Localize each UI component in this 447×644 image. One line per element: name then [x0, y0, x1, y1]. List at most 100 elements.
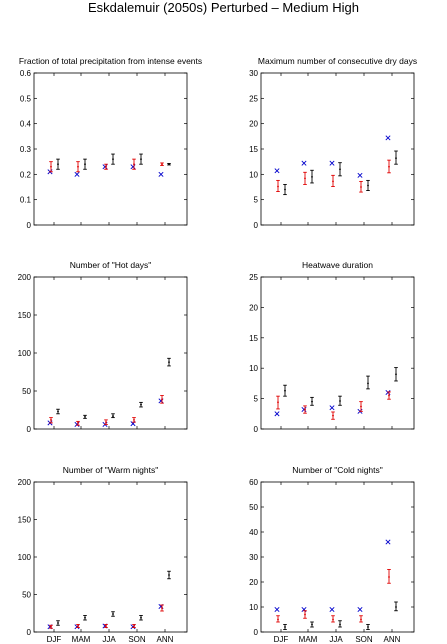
plot-frame [33, 72, 188, 226]
point-marker-x [158, 171, 164, 177]
black-error-bar [83, 615, 87, 621]
red-error-bar [359, 401, 363, 412]
chart-panel-3: Number of "Hot days" 0 50 100 150 200 [18, 260, 188, 434]
y-tick-label: 200 [18, 478, 32, 487]
black-error-bar [394, 367, 398, 382]
black-error-bar [139, 401, 143, 408]
point-marker-x [329, 160, 335, 166]
panel-title: Maximum number of consecutive dry days [258, 56, 417, 66]
black-error-bar [111, 413, 115, 419]
red-error-bar [303, 405, 307, 414]
red-error-bar [104, 163, 108, 170]
y-tick-label: 10 [249, 603, 258, 612]
panel-title: Fraction of total precipitation from int… [19, 56, 202, 66]
panel-title: Number of "Warm nights" [63, 465, 158, 475]
y-tick-label: 0 [27, 425, 32, 434]
point-marker-x [301, 160, 307, 166]
y-tick-label: 60 [249, 478, 258, 487]
y-tick-label: 50 [22, 591, 31, 600]
red-error-bar [387, 569, 391, 584]
y-tick-label: 0.6 [20, 69, 32, 78]
chart-panel-2: Maximum number of consecutive dry days 0 5… [249, 56, 417, 230]
black-error-bar [310, 169, 314, 184]
black-error-bar [283, 184, 287, 196]
black-error-bar [310, 621, 314, 628]
red-error-bar [331, 615, 335, 623]
red-error-bar [104, 624, 108, 628]
y-tick-label: 0 [254, 628, 259, 637]
figure-title: Eskdalemuir (2050s) Perturbed – Medium H… [88, 0, 359, 15]
black-error-bar [283, 624, 287, 630]
x-tick-label: MAM [299, 635, 318, 644]
y-tick-label: 100 [18, 553, 32, 562]
plot-frame [260, 276, 415, 430]
point-marker-x [385, 539, 391, 545]
x-tick-label: DJF [274, 635, 289, 644]
y-tick-label: 0.5 [20, 94, 32, 103]
y-tick-label: 20 [249, 303, 258, 312]
y-tick-label: 50 [249, 503, 258, 512]
y-tick-label: 50 [22, 387, 31, 396]
x-tick-label: ANN [384, 635, 401, 644]
red-error-bar [303, 610, 307, 619]
panel-title: Number of "Hot days" [70, 260, 152, 270]
y-tick-label: 0.4 [20, 120, 32, 129]
red-error-bar [276, 615, 280, 623]
plot-frame [260, 481, 415, 633]
y-tick-label: 200 [18, 273, 32, 282]
red-error-bar [76, 161, 80, 173]
point-marker-x [130, 624, 136, 630]
chart-panel-1: Fraction of total precipitation from int… [19, 56, 202, 230]
panel-title: Heatwave duration [302, 260, 373, 270]
x-tick-label: DJF [47, 635, 62, 644]
point-marker-x [301, 407, 307, 413]
x-tick-label: MAM [72, 635, 91, 644]
y-tick-label: 150 [18, 516, 32, 525]
black-error-bar [111, 153, 115, 165]
red-error-bar [132, 158, 136, 170]
point-marker-x [329, 405, 335, 411]
x-tick-label: SON [355, 635, 373, 644]
red-error-bar [76, 420, 80, 426]
red-error-bar [387, 391, 391, 400]
x-tick-label: JJA [329, 635, 343, 644]
y-tick-label: 0.1 [20, 196, 32, 205]
black-error-bar [139, 615, 143, 621]
y-tick-label: 0 [27, 628, 32, 637]
x-tick-label: SON [128, 635, 146, 644]
point-marker-x [74, 624, 80, 630]
plot-frame [260, 72, 415, 226]
black-error-bar [283, 384, 287, 397]
black-error-bar [111, 611, 115, 617]
red-error-bar [132, 417, 136, 423]
y-tick-label: 0.3 [20, 145, 32, 154]
y-tick-label: 0 [254, 221, 259, 230]
y-tick-label: 40 [249, 528, 258, 537]
plot-frame [33, 481, 188, 633]
black-error-bar [56, 158, 60, 170]
point-marker-x [274, 411, 280, 417]
black-error-bar [83, 158, 87, 170]
red-error-bar [49, 161, 53, 173]
black-error-bar [139, 153, 143, 165]
black-error-bar [56, 408, 60, 415]
point-marker-x [385, 390, 391, 396]
red-error-bar [359, 615, 363, 623]
red-error-bar [76, 624, 80, 628]
red-error-bar [359, 180, 363, 193]
black-error-bar [167, 357, 171, 367]
black-error-bar [167, 570, 171, 580]
red-error-bar [49, 624, 53, 629]
red-error-bar [387, 159, 391, 174]
black-error-bar [338, 395, 342, 406]
red-error-bar [276, 179, 280, 193]
panel-title: Number of "Cold nights" [292, 465, 383, 475]
point-marker-x [102, 164, 108, 170]
black-error-bar [366, 179, 370, 191]
y-tick-label: 20 [249, 120, 258, 129]
black-error-bar [366, 375, 370, 390]
point-marker-x [130, 164, 136, 170]
red-error-bar [276, 395, 280, 410]
y-tick-label: 10 [249, 170, 258, 179]
chart-panel-5: Number of "Warm nights" 0 50 100 150 200 DJF MA… [18, 465, 188, 644]
